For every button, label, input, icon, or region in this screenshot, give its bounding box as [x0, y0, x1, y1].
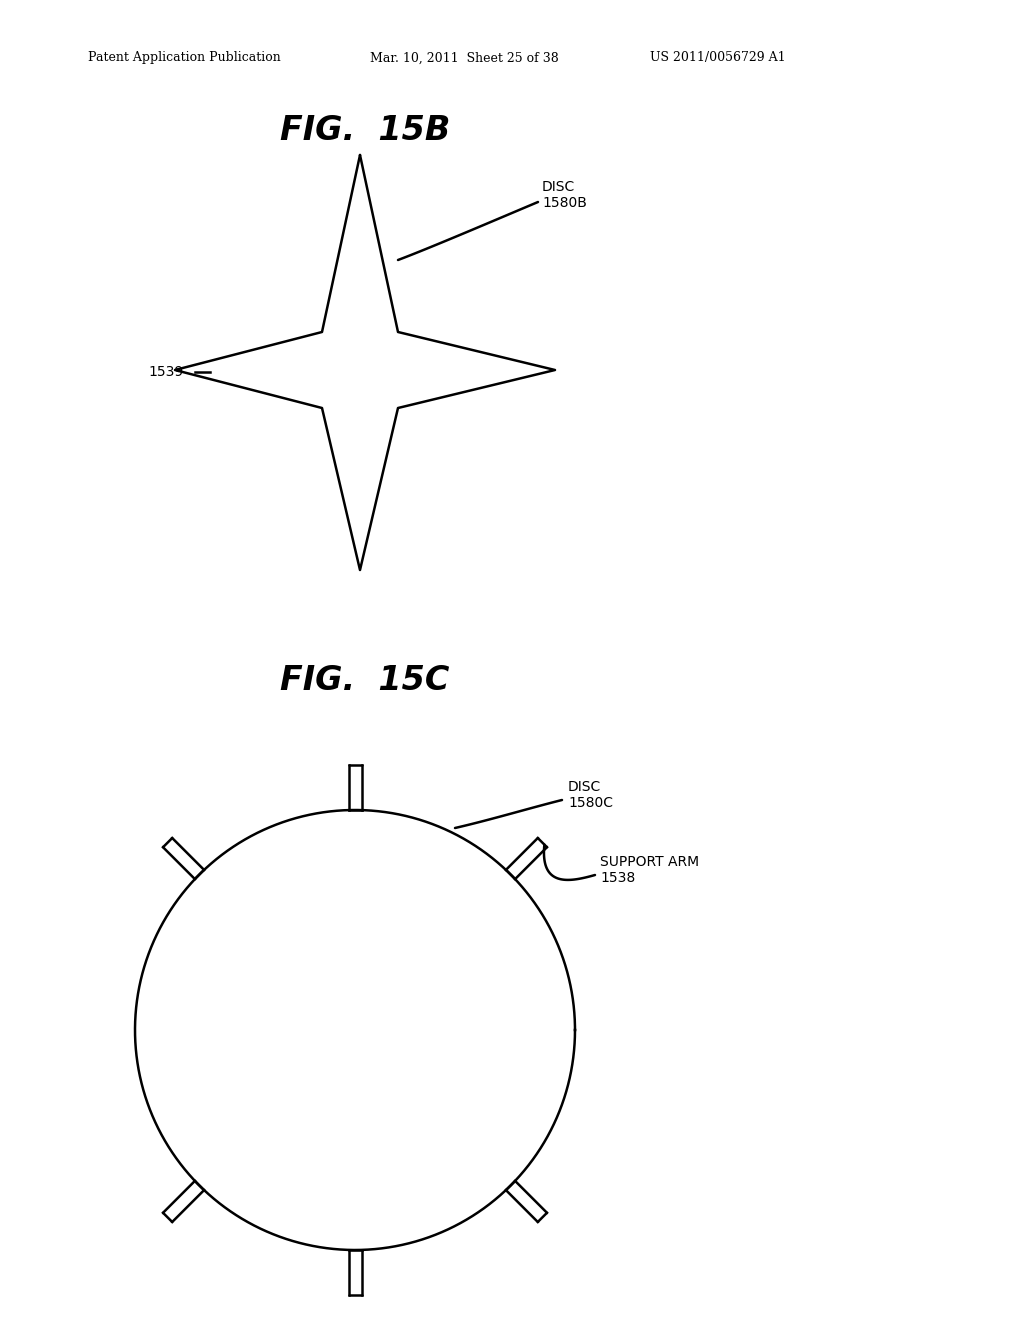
Text: 1539: 1539 — [148, 366, 183, 379]
Text: Patent Application Publication: Patent Application Publication — [88, 51, 281, 65]
Text: SUPPORT ARM
1538: SUPPORT ARM 1538 — [600, 855, 699, 886]
Text: US 2011/0056729 A1: US 2011/0056729 A1 — [650, 51, 785, 65]
Text: DISC
1580C: DISC 1580C — [568, 780, 613, 810]
Text: Mar. 10, 2011  Sheet 25 of 38: Mar. 10, 2011 Sheet 25 of 38 — [370, 51, 559, 65]
Text: DISC
1580B: DISC 1580B — [542, 180, 587, 210]
Text: FIG.  15B: FIG. 15B — [280, 114, 451, 147]
Text: FIG.  15C: FIG. 15C — [281, 664, 450, 697]
